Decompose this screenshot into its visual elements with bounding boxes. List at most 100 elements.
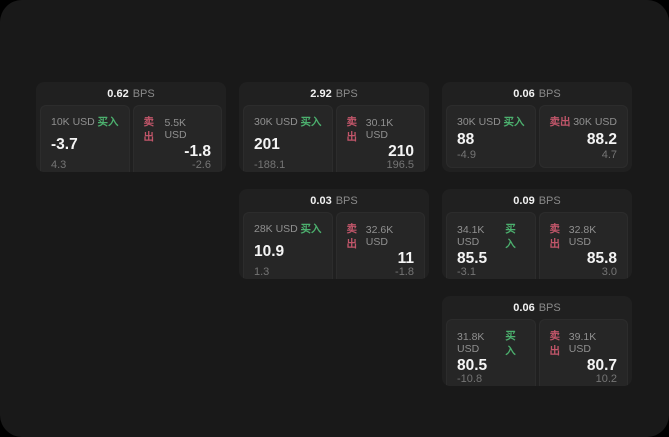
card-header: 2.92 BPS [239,82,429,105]
panels-row: 34.1K USD 买入 85.5 -3.1 卖出 32.8K USD 85.8… [442,212,632,279]
buy-panel-header: 10K USD 买入 [51,114,119,129]
bps-value: 0.09 [513,194,535,207]
sell-panel[interactable]: 卖出 5.5K USD -1.8 -2.6 [132,105,222,172]
buy-panel-header: 28K USD 买入 [254,221,322,236]
sell-panel-header: 卖出 32.6K USD [347,221,415,251]
sell-sub-value: 3.0 [601,265,617,278]
buy-price-value: 88 [457,130,475,148]
quote-card: 0.03 BPS 28K USD 买入 10.9 1.3 卖出 32.6K US… [239,189,429,279]
quote-card: 0.06 BPS 30K USD 买入 88 -4.9 卖出 30K USD 8… [442,82,632,172]
sell-panel-header: 卖出 30.1K USD [347,114,415,144]
panels-row: 30K USD 买入 201 -188.1 卖出 30.1K USD 210 1… [239,105,429,172]
buy-price-value: 10.9 [254,242,285,260]
buy-panel[interactable]: 31.8K USD 买入 80.5 -10.8 [446,319,536,386]
buy-tag: 买入 [503,116,525,128]
sell-sub-value: -2.6 [192,158,211,171]
sell-price-value: 11 [397,250,414,267]
buy-price-value: 80.5 [457,357,488,374]
sell-tag: 卖出 [346,223,358,250]
buy-tag: 买入 [97,116,119,128]
buy-tag: 买入 [505,330,516,357]
sell-price-value: 80.7 [586,357,617,374]
buy-panel-header: 30K USD 买入 [457,114,525,129]
buy-panel[interactable]: 30K USD 买入 201 -188.1 [243,105,333,172]
sell-panel[interactable]: 卖出 30.1K USD 210 196.5 [335,105,425,172]
sell-tag: 卖出 [549,116,571,128]
sell-panel[interactable]: 卖出 32.6K USD 11 -1.8 [335,212,425,279]
buy-amount-label: 28K USD [254,222,298,235]
card-header: 0.06 BPS [442,82,632,105]
quote-cards-grid: 0.62 BPS 10K USD 买入 -3.7 4.3 卖出 5.5K USD… [36,82,632,386]
buy-amount-label: 30K USD [457,115,501,128]
bps-unit-label: BPS [335,87,358,100]
sell-panel-header: 卖出 39.1K USD [550,328,618,358]
sell-panel-header: 卖出 5.5K USD [144,114,212,144]
bps-value: 0.06 [513,301,535,314]
sell-sub-value: 10.2 [595,372,617,385]
sell-panel[interactable]: 卖出 30K USD 88.2 4.7 [538,105,628,168]
buy-price-value: 201 [254,135,280,153]
bps-value: 0.62 [107,87,129,100]
panels-row: 10K USD 买入 -3.7 4.3 卖出 5.5K USD -1.8 -2.… [36,105,226,172]
bps-value: 0.03 [310,194,332,207]
sell-panel[interactable]: 卖出 39.1K USD 80.7 10.2 [538,319,628,386]
sell-amount-label: 32.6K USD [365,224,394,248]
sell-tag: 卖出 [549,330,561,357]
bps-unit-label: BPS [538,301,561,314]
sell-price-value: -1.8 [184,143,211,160]
sell-panel[interactable]: 卖出 32.8K USD 85.8 3.0 [538,212,628,279]
buy-tag: 买入 [505,223,516,250]
sell-amount-label: 5.5K USD [164,117,187,141]
card-header: 0.06 BPS [442,296,632,319]
sell-sub-value: -1.8 [395,265,414,278]
buy-panel[interactable]: 30K USD 买入 88 -4.9 [446,105,536,168]
sell-panel-header: 卖出 30K USD [550,114,618,129]
buy-amount-label: 34.1K USD [457,224,485,248]
sell-price-value: 210 [388,143,414,160]
sell-amount-label: 32.8K USD [568,224,597,248]
buy-amount-label: 30K USD [254,115,298,128]
sell-tag: 卖出 [346,116,358,143]
buy-panel-header: 30K USD 买入 [254,114,322,129]
quote-card: 0.62 BPS 10K USD 买入 -3.7 4.3 卖出 5.5K USD… [36,82,226,172]
buy-sub-value: -10.8 [457,372,483,385]
bps-unit-label: BPS [538,194,561,207]
card-header: 0.09 BPS [442,189,632,212]
buy-panel-header: 31.8K USD 买入 [457,328,525,358]
bps-value: 2.92 [310,87,332,100]
sell-amount-label: 30.1K USD [365,117,394,141]
sell-amount-label: 30K USD [573,115,617,128]
sell-price-value: 88.2 [586,130,617,148]
buy-panel[interactable]: 10K USD 买入 -3.7 4.3 [40,105,130,172]
quote-card: 0.06 BPS 31.8K USD 买入 80.5 -10.8 卖出 39.1… [442,296,632,386]
bps-value: 0.06 [513,87,535,100]
buy-sub-value: 4.3 [51,158,67,171]
panels-row: 31.8K USD 买入 80.5 -10.8 卖出 39.1K USD 80.… [442,319,632,386]
sell-price-value: 85.8 [586,250,617,267]
quote-card: 0.09 BPS 34.1K USD 买入 85.5 -3.1 卖出 32.8K… [442,189,632,279]
card-header: 0.62 BPS [36,82,226,105]
buy-panel[interactable]: 28K USD 买入 10.9 1.3 [243,212,333,279]
bps-unit-label: BPS [132,87,155,100]
buy-sub-value: -3.1 [457,265,476,278]
buy-amount-label: 10K USD [51,115,95,128]
sell-sub-value: 196.5 [386,158,414,171]
sell-sub-value: 4.7 [601,149,617,161]
panels-row: 28K USD 买入 10.9 1.3 卖出 32.6K USD 11 -1.8 [239,212,429,279]
sell-tag: 卖出 [549,223,561,250]
sell-tag: 卖出 [143,116,155,143]
card-header: 0.03 BPS [239,189,429,212]
buy-sub-value: -188.1 [254,158,286,171]
bps-unit-label: BPS [335,194,358,207]
buy-amount-label: 31.8K USD [457,331,485,355]
buy-panel[interactable]: 34.1K USD 买入 85.5 -3.1 [446,212,536,279]
buy-tag: 买入 [300,116,322,128]
sell-amount-label: 39.1K USD [568,331,597,355]
buy-price-value: -3.7 [51,135,78,153]
buy-sub-value: 1.3 [254,265,270,278]
quote-card: 2.92 BPS 30K USD 买入 201 -188.1 卖出 30.1K … [239,82,429,172]
panels-row: 30K USD 买入 88 -4.9 卖出 30K USD 88.2 4.7 [442,105,632,172]
bps-unit-label: BPS [538,87,561,100]
sell-panel-header: 卖出 32.8K USD [550,221,618,251]
